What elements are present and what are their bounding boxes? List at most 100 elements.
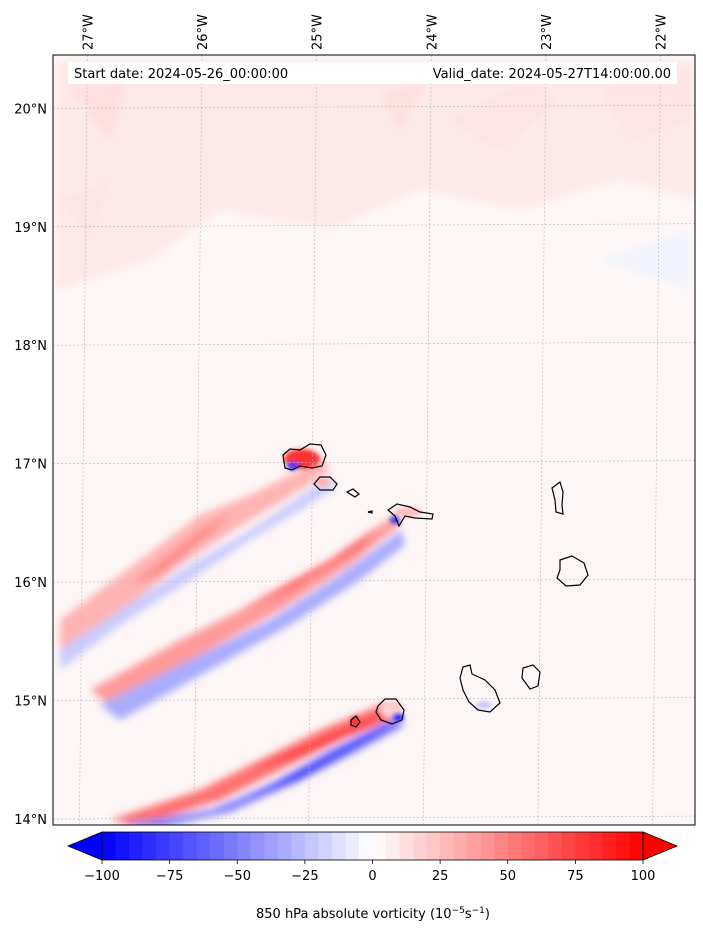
island-brava [350,715,361,728]
colorbar-segment [345,832,360,860]
colorbar-segment [521,832,536,860]
colorbar-segment [156,832,171,860]
island-fogo [375,698,405,725]
gridline-lat [53,341,695,346]
colorbar-tick-label: −75 [156,869,183,884]
colorbar-segment [494,832,509,860]
colorbar-segment [629,832,644,860]
colorbar-segment [561,832,576,860]
colorbar-segment [210,832,225,860]
colorbar-segment [223,832,238,860]
island-raso [367,510,373,514]
colorbar-segment [507,832,522,860]
island-hotspots [284,449,492,725]
gridline-lon [423,55,432,825]
colorbar-tick-label: −25 [291,869,318,884]
colorbar-segment [480,832,495,860]
colorbar-tick-label: 100 [631,869,656,884]
colorbar-tick-label: 75 [567,869,584,884]
colorbar-segment [413,832,427,860]
colorbar-segment [575,832,590,860]
gridline-lon [537,55,547,825]
gridlines [53,55,695,825]
colorbar-segment [304,832,319,860]
gridline-lon [79,55,88,825]
colorbar-segment [318,832,333,860]
gridline-lat [53,460,695,464]
colorbar-segment [440,832,455,860]
colorbar-segment [548,832,563,860]
colorbar-segment [534,832,549,860]
colorbar-label: 850 hPa absolute vorticity (10−5s−1) [256,906,490,922]
island-santo-antao [282,443,327,471]
colorbar-segment [102,832,116,860]
gridline-lat [53,578,695,583]
colorbar-tick-labels: −100 −75 −50 −25 0 25 50 75 100 [84,860,655,884]
colorbar-segment [331,832,346,860]
longitude-tick-labels: 27°W 26°W 25°W 24°W 23°W 22°W [81,14,669,50]
northern-weak-vorticity [55,60,695,290]
lon-tick-label: 24°W [425,14,440,50]
map-frame [52,54,696,826]
colorbar-segment [358,832,373,860]
colorbar-segment [453,832,468,860]
lat-tick-label: 16°N [14,576,47,591]
gridline-lat [53,815,695,820]
colorbar-segment [277,832,292,860]
vorticity-field [55,60,695,825]
colorbar-segment [129,832,143,860]
colorbar-tick-label: −50 [224,869,251,884]
latitude-tick-labels: 20°N 19°N 18°N 17°N 16°N 15°N 14°N [14,102,47,828]
colorbar-tick-label: −100 [84,869,120,884]
lat-tick-label: 18°N [14,339,47,354]
valid-date-label: Valid_date: 2024-05-27T14:00:00.00 [433,67,671,82]
lat-tick-label: 17°N [14,458,47,473]
colorbar: −100 −75 −50 −25 0 25 50 75 100 850 hPa absolute… [66,831,679,922]
colorbar-segment [615,832,630,860]
colorbar-tick-label: 50 [499,869,516,884]
island-sal [551,481,564,515]
colorbar-segment [291,832,306,860]
island-santiago [459,664,501,713]
colorbar-segments [102,832,644,860]
northern-streak [60,458,335,670]
colorbar-segment [183,832,198,860]
island-boa-vista [556,555,589,587]
middle-streak [90,515,405,720]
island-sao-vicente [313,476,338,491]
colorbar-segment [237,832,252,860]
colorbar-segment [602,832,617,860]
start-date-label: Start date: 2024-05-26_00:00:00 [74,67,288,82]
colorbar-extend-high [642,831,679,861]
colorbar-segment [196,832,211,860]
island-santa-luzia [345,488,360,498]
colorbar-segment [372,832,387,860]
colorbar-extend-low [66,831,103,861]
colorbar-tick-label: 0 [368,869,376,884]
lat-tick-label: 19°N [14,221,47,236]
lon-tick-label: 22°W [655,14,670,50]
colorbar-segment [142,832,157,860]
lat-tick-label: 14°N [14,813,47,828]
colorbar-segment [467,832,482,860]
lat-tick-label: 15°N [14,695,47,710]
lon-tick-label: 27°W [81,14,96,50]
lat-tick-label: 20°N [14,102,47,117]
gridline-lon [193,55,203,825]
island-maio [521,664,541,690]
gridline-lat [53,105,695,109]
colorbar-segment [386,832,400,860]
island-sao-nicolau [387,503,434,528]
colorbar-segment [426,832,441,860]
lon-tick-label: 23°W [540,14,555,50]
gridline-lon [308,55,317,825]
colorbar-segment [399,832,414,860]
gridline-lat [53,223,695,228]
colorbar-segment [250,832,265,860]
coastlines [282,443,589,728]
colorbar-segment [115,832,130,860]
gridline-lat [53,697,695,701]
header-band [68,62,677,84]
colorbar-tick-label: 25 [432,869,449,884]
